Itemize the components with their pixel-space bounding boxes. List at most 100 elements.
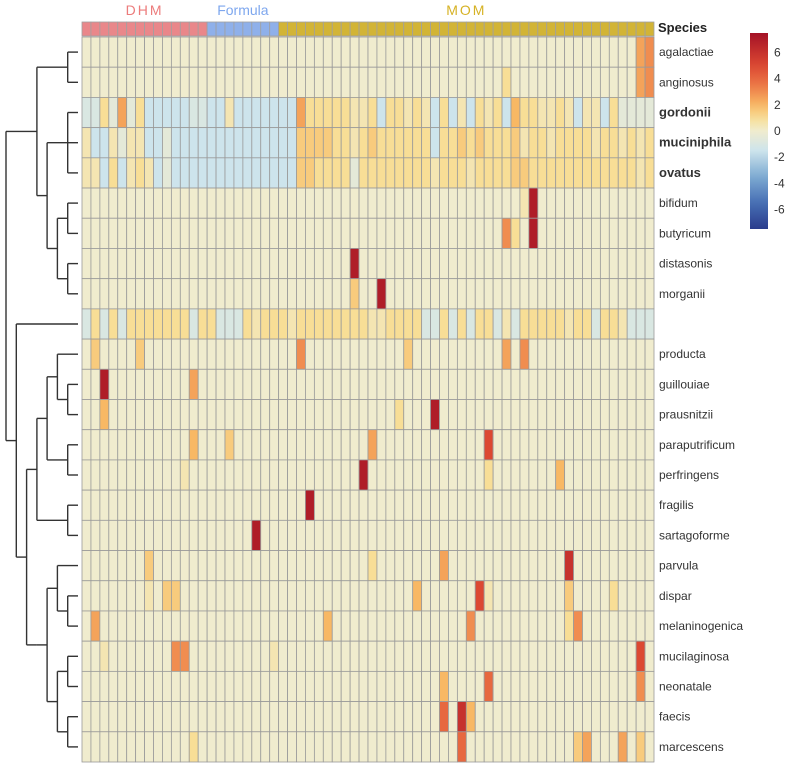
heatmap-cell — [412, 580, 423, 612]
heatmap-cell — [439, 248, 449, 280]
heatmap-cell — [188, 217, 199, 249]
heatmap-cell — [260, 36, 271, 68]
heatmap-cell — [117, 157, 128, 189]
heatmap-cell — [367, 519, 378, 551]
heatmap-cell — [305, 459, 315, 491]
heatmap-cell — [162, 701, 172, 733]
heatmap-cell — [519, 338, 530, 370]
heatmap-cell — [260, 187, 271, 219]
heatmap-cell — [242, 701, 253, 733]
heatmap-cell — [599, 187, 610, 219]
heatmap-cell — [269, 127, 280, 159]
heatmap-cell — [99, 519, 110, 551]
heatmap-cell — [367, 157, 378, 189]
heatmap-cell — [528, 368, 539, 400]
heatmap-cell — [519, 127, 530, 159]
heatmap-cell — [492, 610, 503, 642]
heatmap-cell — [153, 731, 163, 763]
heatmap-cell — [296, 368, 306, 400]
heatmap-cell — [322, 248, 333, 280]
group-cell — [153, 21, 163, 37]
heatmap-cell — [483, 36, 494, 68]
heatmap-cell — [170, 640, 181, 672]
heatmap-cell — [296, 519, 306, 551]
heatmap-cell — [340, 36, 351, 68]
row-label: producta — [659, 347, 706, 361]
heatmap-cell — [599, 308, 610, 340]
heatmap-cell — [90, 459, 101, 491]
heatmap-cell — [537, 248, 548, 280]
heatmap-cell — [322, 489, 333, 521]
heatmap-cell — [126, 701, 137, 733]
heatmap-cell — [376, 157, 387, 189]
heatmap-cell — [179, 187, 190, 219]
heatmap-cell — [331, 640, 342, 672]
heatmap-cell — [492, 550, 503, 582]
heatmap-cell — [599, 399, 610, 431]
group-cell — [108, 21, 119, 37]
heatmap-cell — [90, 248, 101, 280]
heatmap-cell — [233, 36, 244, 68]
heatmap-cell — [564, 580, 574, 612]
heatmap-cell — [635, 550, 646, 582]
heatmap-cell — [197, 36, 208, 68]
heatmap-cell — [626, 278, 637, 310]
heatmap-cell — [617, 489, 628, 521]
heatmap-cell — [474, 731, 485, 763]
heatmap-cell — [278, 36, 288, 68]
heatmap-cell — [537, 217, 548, 249]
heatmap-cell — [385, 640, 396, 672]
heatmap-cell — [135, 399, 145, 431]
heatmap-cell — [153, 278, 163, 310]
heatmap-cell — [412, 187, 423, 219]
heatmap-cell — [233, 670, 244, 702]
heatmap-cell — [126, 368, 137, 400]
heatmap-cell — [269, 308, 280, 340]
heatmap-cell — [501, 429, 512, 461]
heatmap-cell — [528, 157, 539, 189]
heatmap-cell — [608, 580, 619, 612]
heatmap-cell — [81, 489, 92, 521]
heatmap-cell — [349, 97, 360, 129]
group-cell — [474, 21, 485, 37]
heatmap-cell — [233, 278, 244, 310]
heatmap-cell — [483, 248, 494, 280]
heatmap-cell — [278, 701, 288, 733]
heatmap-cell — [367, 248, 378, 280]
heatmap-cell — [644, 670, 655, 702]
heatmap-cell — [197, 66, 208, 98]
heatmap-cell — [215, 338, 226, 370]
heatmap-cell — [278, 731, 288, 763]
heatmap-cell — [510, 580, 521, 612]
heatmap-cell — [564, 701, 574, 733]
row-label: guillouiae — [659, 377, 710, 391]
heatmap-cell — [170, 338, 181, 370]
heatmap-cell — [430, 640, 440, 672]
heatmap-cell — [448, 701, 458, 733]
heatmap-cell — [403, 127, 414, 159]
heatmap-cell — [474, 459, 485, 491]
heatmap-cell — [358, 36, 369, 68]
heatmap-cell — [278, 127, 288, 159]
heatmap-cell — [546, 610, 557, 642]
heatmap-cell — [599, 157, 610, 189]
group-cell — [260, 21, 271, 37]
heatmap-cell — [448, 157, 458, 189]
heatmap-cell — [546, 459, 557, 491]
heatmap-cell — [421, 701, 431, 733]
group-label-mom: MOM — [446, 2, 486, 18]
heatmap-cell — [474, 66, 485, 98]
heatmap-cell — [296, 157, 306, 189]
heatmap-cell — [144, 97, 154, 129]
heatmap-cell — [421, 731, 431, 763]
heatmap-cell — [340, 368, 351, 400]
heatmap-cell — [188, 399, 199, 431]
heatmap-cell — [465, 580, 476, 612]
heatmap-cell — [599, 97, 610, 129]
heatmap-cell — [465, 278, 476, 310]
heatmap-cell — [197, 187, 208, 219]
heatmap-cell — [456, 248, 467, 280]
heatmap-cell — [135, 36, 145, 68]
heatmap-cell — [528, 610, 539, 642]
heatmap-cell — [635, 308, 646, 340]
